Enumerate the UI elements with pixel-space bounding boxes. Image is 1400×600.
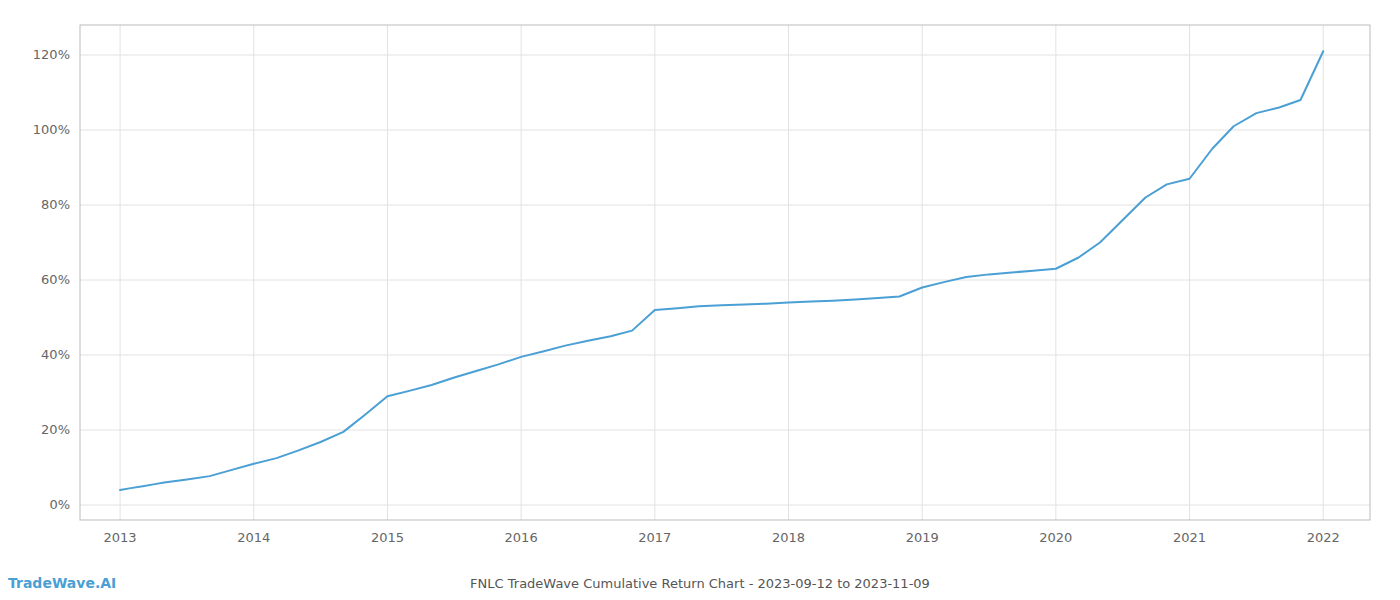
x-tick-label: 2013 [104, 530, 137, 545]
y-grid-line [80, 505, 1370, 506]
y-tick-label: 120% [33, 47, 70, 62]
x-grid-line [1323, 25, 1324, 520]
x-tick-label: 2016 [505, 530, 538, 545]
x-tick-label: 2015 [371, 530, 404, 545]
x-tick-label: 2017 [638, 530, 671, 545]
grid [80, 25, 1370, 520]
x-grid-line [1189, 25, 1190, 520]
x-grid-line [521, 25, 522, 520]
x-grid-line [387, 25, 388, 520]
y-tick-label: 100% [33, 122, 70, 137]
y-grid-line [80, 205, 1370, 206]
watermark: TradeWave.AI [8, 575, 116, 591]
x-tick-label: 2014 [237, 530, 270, 545]
x-grid-line [922, 25, 923, 520]
x-grid-line [1055, 25, 1056, 520]
x-grid-line [253, 25, 254, 520]
y-tick-label: 40% [41, 347, 70, 362]
x-tick-label: 2021 [1173, 530, 1206, 545]
x-grid-line [788, 25, 789, 520]
y-grid-line [80, 55, 1370, 56]
x-tick-label: 2022 [1307, 530, 1340, 545]
x-tick-label: 2019 [906, 530, 939, 545]
y-grid-line [80, 280, 1370, 281]
title: FNLC TradeWave Cumulative Return Chart -… [470, 576, 930, 591]
x-grid-line [120, 25, 121, 520]
y-tick-label: 60% [41, 272, 70, 287]
x-tick-label: 2018 [772, 530, 805, 545]
y-grid-line [80, 355, 1370, 356]
y-tick-label: 80% [41, 197, 70, 212]
plot-frame [80, 25, 1370, 520]
x-tick-label: 2020 [1039, 530, 1072, 545]
y-tick-label: 20% [41, 422, 70, 437]
y-grid-line [80, 130, 1370, 131]
y-tick-label: 0% [49, 497, 70, 512]
x-grid-line [654, 25, 655, 520]
line [120, 51, 1323, 490]
series-group [120, 51, 1323, 490]
chart: 0% 20% 40% 60% 80% 100% 120% 2013 2014 2015 2016 20… [0, 0, 1400, 600]
y-grid-line [80, 430, 1370, 431]
